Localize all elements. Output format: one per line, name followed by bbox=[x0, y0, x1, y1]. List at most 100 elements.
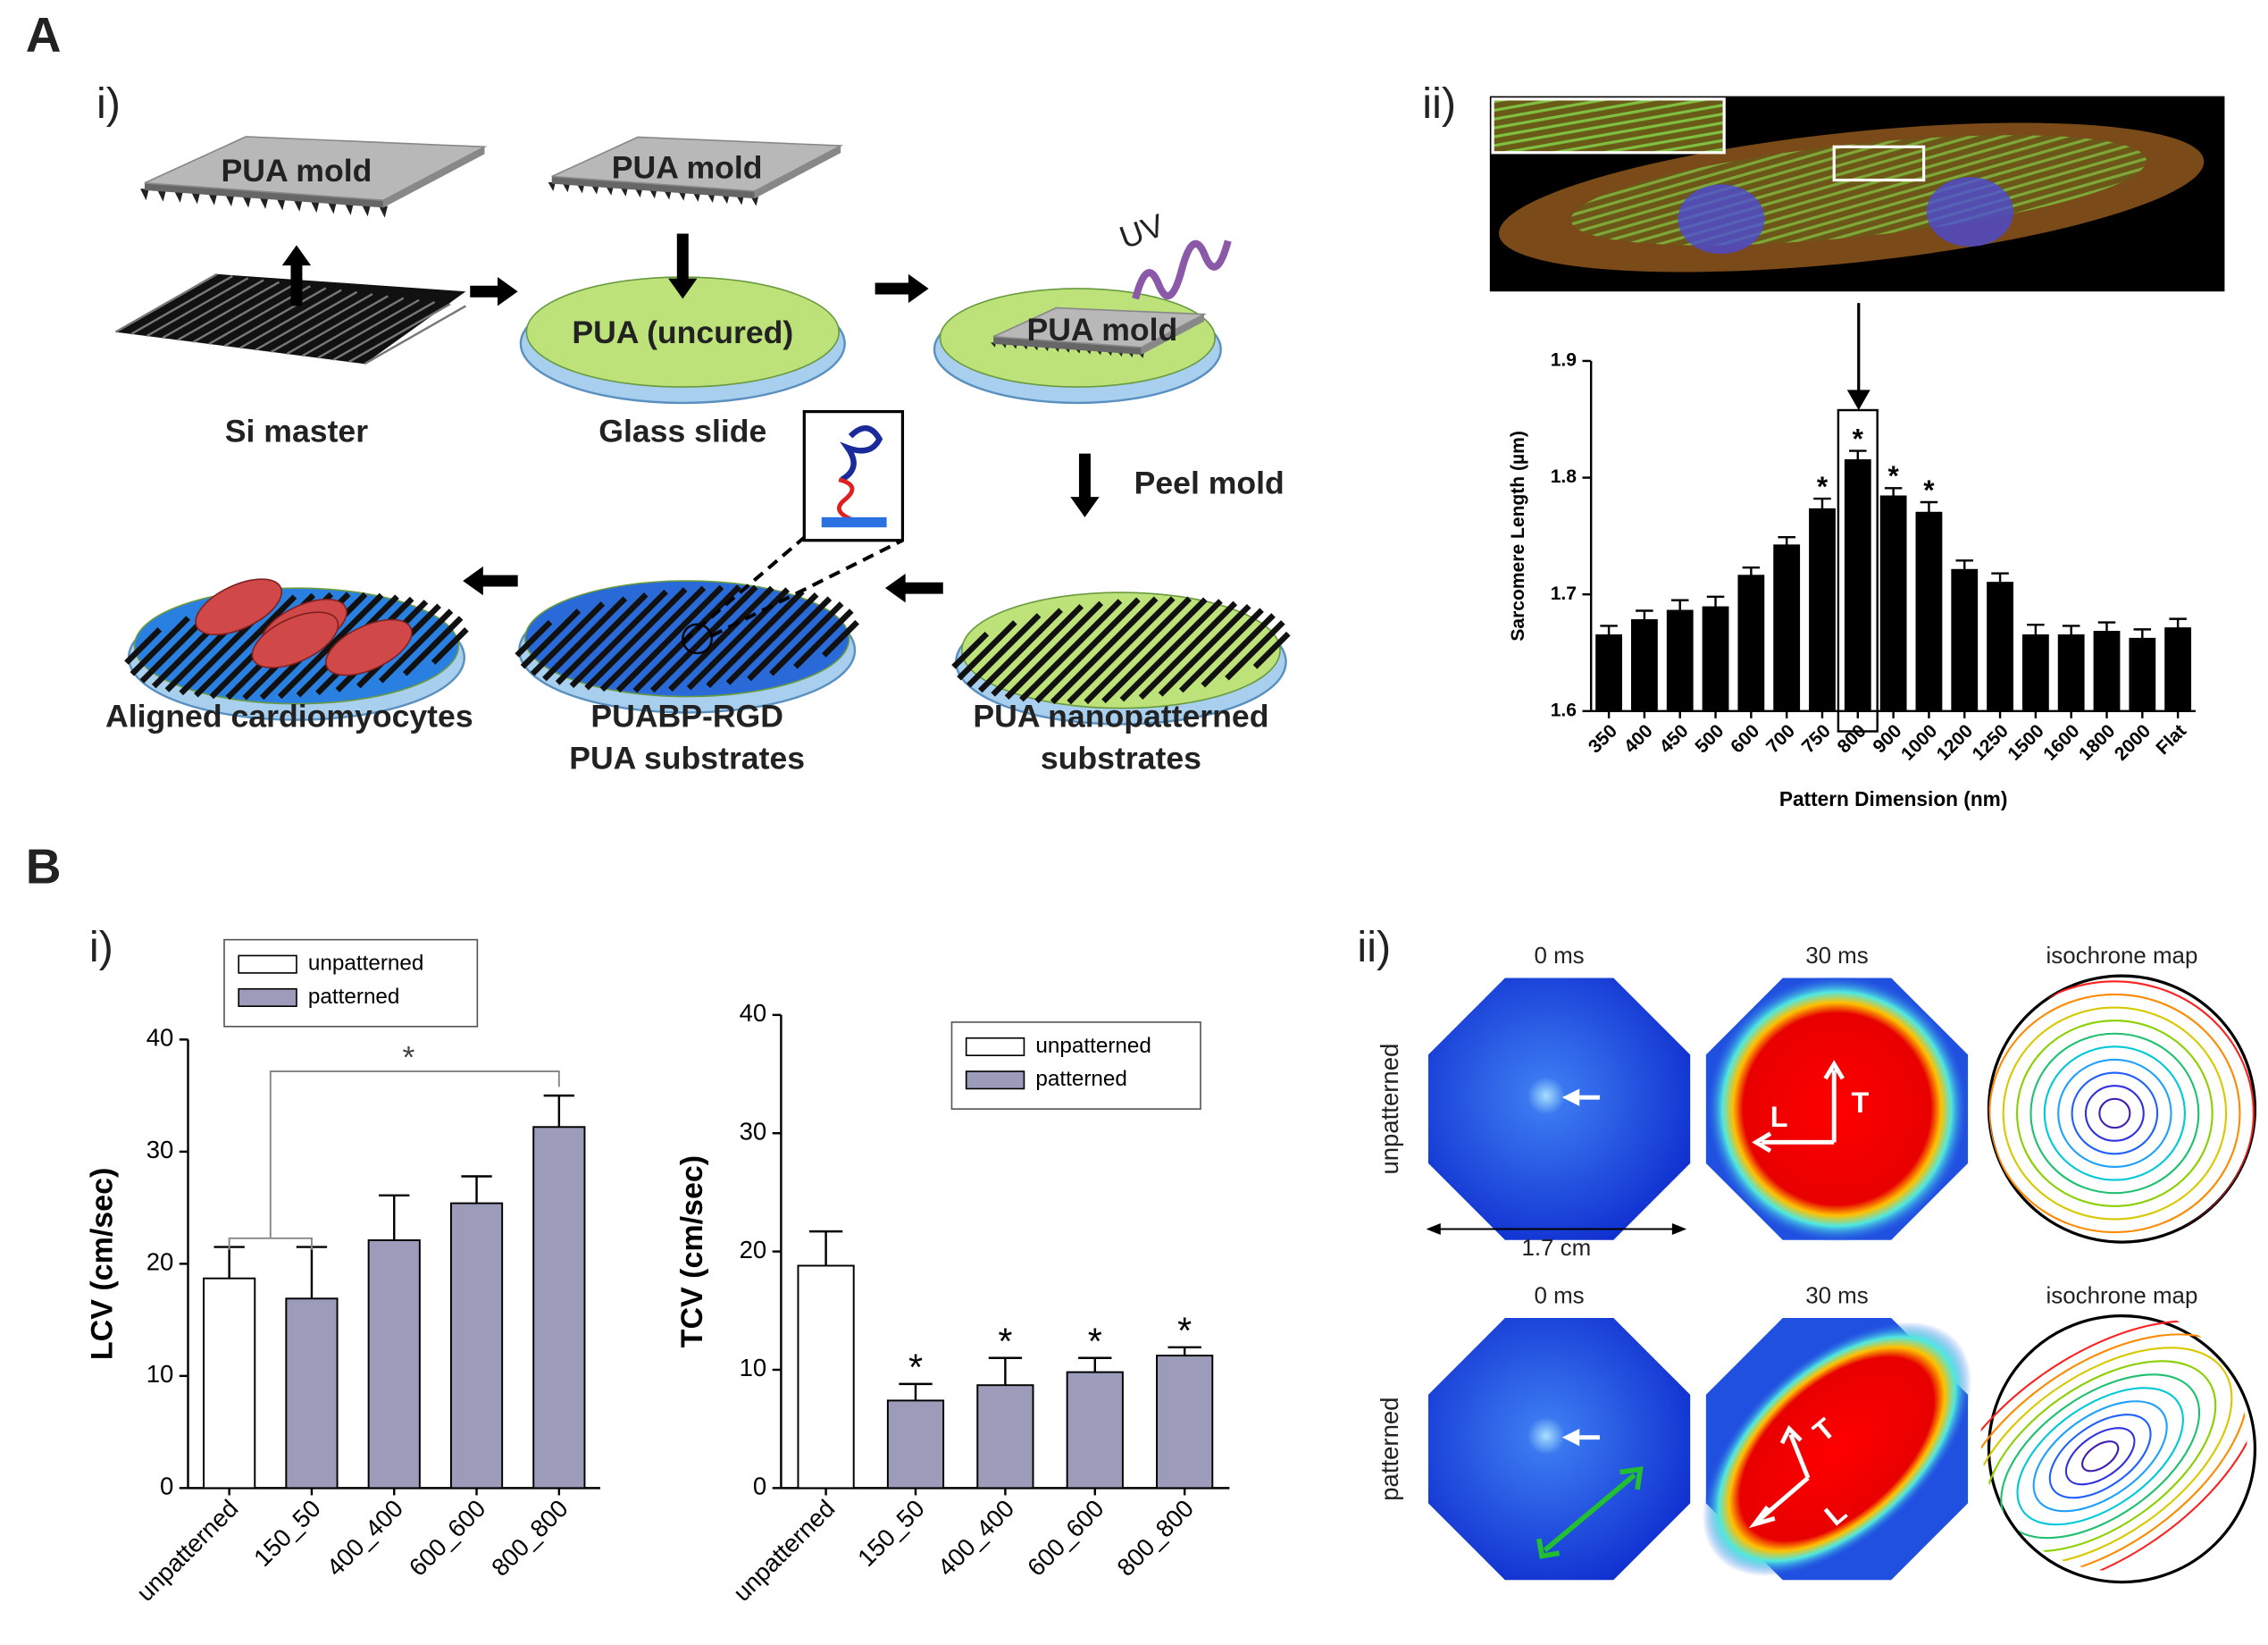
isochrone bbox=[2029, 1032, 2200, 1195]
stripe bbox=[1158, 603, 1251, 697]
mold-tooth bbox=[208, 193, 218, 206]
y-tick-label: 0 bbox=[160, 1473, 173, 1500]
label: PUA mold bbox=[612, 150, 763, 186]
mold-plate bbox=[992, 306, 1208, 348]
peptide bbox=[840, 425, 883, 483]
stripe bbox=[277, 592, 384, 700]
inset-base bbox=[821, 516, 887, 528]
isochrone bbox=[2057, 1058, 2172, 1169]
bar bbox=[2093, 631, 2121, 712]
x-tick-label: unpatterned bbox=[131, 1494, 244, 1607]
scale-head bbox=[1426, 1223, 1441, 1235]
isochrone bbox=[2048, 1414, 2152, 1499]
stripe bbox=[966, 613, 1042, 688]
mold-tooth bbox=[678, 191, 686, 201]
bar bbox=[532, 1126, 586, 1490]
map-title: 0 ms bbox=[1535, 944, 1585, 969]
label: PUABP-RGD bbox=[590, 698, 783, 734]
stripe bbox=[951, 631, 990, 669]
bar bbox=[886, 1399, 945, 1490]
legend-swatch bbox=[238, 954, 297, 974]
stripe bbox=[1225, 620, 1285, 681]
x-tick-label: 800_800 bbox=[486, 1494, 573, 1582]
bar bbox=[1809, 508, 1836, 712]
x-tick-label: unpatterned bbox=[728, 1494, 841, 1607]
stripe bbox=[555, 592, 649, 685]
mold-edge bbox=[551, 176, 755, 199]
bar bbox=[1844, 459, 1871, 712]
x-tick-label: 400_400 bbox=[933, 1494, 1020, 1582]
x-tick-label: 1500 bbox=[2004, 720, 2047, 764]
label: PUA nanopatterned bbox=[973, 698, 1268, 734]
y-tick-label: 30 bbox=[740, 1118, 767, 1146]
significance: * bbox=[1887, 459, 1899, 491]
y-tick-label: 1.6 bbox=[1551, 700, 1577, 720]
x-tick-label: 500 bbox=[1691, 720, 1728, 757]
label: Peel mold bbox=[1134, 466, 1285, 501]
map-arrow-head bbox=[1561, 1088, 1580, 1106]
nucleus bbox=[1926, 177, 2014, 248]
uv-wave bbox=[1132, 239, 1232, 300]
stripe bbox=[569, 589, 668, 689]
bar bbox=[203, 1277, 256, 1490]
legend-label: unpatterned bbox=[1035, 1034, 1151, 1058]
significance-bracket bbox=[228, 1070, 560, 1250]
zoom-box bbox=[1832, 145, 1926, 182]
x-tick-label: 450 bbox=[1656, 720, 1693, 757]
y-tick-label: 1.8 bbox=[1551, 466, 1578, 487]
stripe bbox=[668, 585, 774, 692]
mold-tooth bbox=[362, 205, 371, 217]
map-0ms bbox=[1427, 978, 1691, 1240]
map-title: isochrone map bbox=[2046, 944, 2198, 969]
mold-tooth bbox=[620, 187, 628, 197]
mold-tooth bbox=[140, 189, 149, 201]
legend-box bbox=[950, 1021, 1201, 1110]
x-tick-label: 2000 bbox=[2111, 720, 2155, 764]
process-arrow bbox=[470, 277, 518, 306]
stripe bbox=[1084, 596, 1192, 705]
scale-label: 1.7 cm bbox=[1521, 1236, 1591, 1261]
legend-label: patterned bbox=[308, 985, 400, 1009]
mold-plate bbox=[551, 136, 844, 192]
significance: * bbox=[1923, 474, 1935, 506]
stripe bbox=[402, 616, 464, 676]
x-tick-label: 600 bbox=[1727, 720, 1763, 757]
stripe bbox=[769, 601, 844, 676]
si-ridge bbox=[177, 281, 280, 341]
stripe bbox=[991, 603, 1084, 697]
bar bbox=[1066, 1371, 1124, 1490]
bar bbox=[1879, 495, 1907, 712]
isochrone bbox=[2016, 1387, 2184, 1526]
stripe bbox=[747, 596, 833, 682]
si-ridge bbox=[146, 277, 249, 338]
stripe bbox=[431, 626, 469, 665]
mold-tooth bbox=[692, 192, 701, 202]
x-tick-label: 400_400 bbox=[321, 1494, 408, 1582]
si-ridge bbox=[332, 300, 436, 361]
mold-tooth bbox=[310, 201, 320, 214]
row-label: unpatterned bbox=[1376, 1044, 1403, 1175]
significance: * bbox=[908, 1347, 923, 1389]
mold-tooth bbox=[707, 193, 716, 203]
bar bbox=[1631, 618, 1658, 712]
bar bbox=[1595, 634, 1623, 712]
sub-label: i) bbox=[89, 923, 113, 971]
map-title: 30 ms bbox=[1805, 944, 1869, 969]
si-ridge bbox=[364, 305, 467, 365]
legend-box bbox=[223, 938, 479, 1028]
x-tick-label: 1250 bbox=[1969, 720, 2013, 764]
x-tick-label: 600_600 bbox=[1022, 1494, 1109, 1582]
significance: * bbox=[1853, 422, 1864, 454]
isochrone bbox=[2071, 1071, 2159, 1155]
cardiomyocyte bbox=[195, 578, 283, 636]
cardiomyocyte bbox=[251, 611, 339, 669]
isochrone-frame bbox=[1987, 974, 2257, 1244]
direction-arrows bbox=[1752, 1060, 1845, 1154]
map-0ms bbox=[1427, 1318, 1691, 1581]
bar bbox=[1702, 606, 1729, 712]
mold-tooth bbox=[606, 186, 614, 196]
bar bbox=[1987, 582, 2013, 712]
sub-label: ii) bbox=[1422, 80, 1456, 128]
legend-swatch bbox=[965, 1070, 1025, 1090]
si-ridge bbox=[286, 295, 389, 356]
